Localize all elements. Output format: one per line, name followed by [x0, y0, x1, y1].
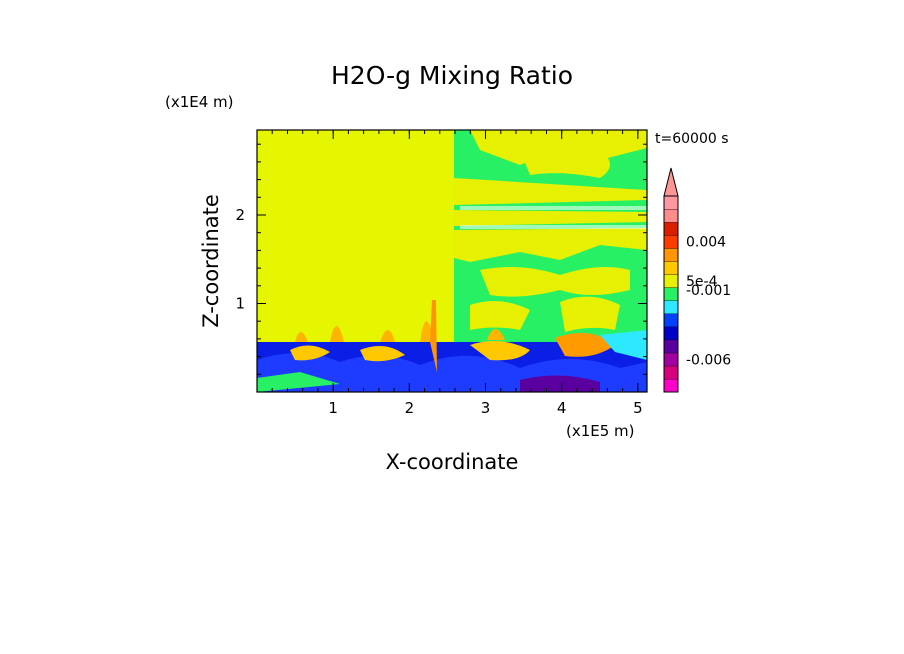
plot-frame — [256, 129, 648, 393]
colorbar-segment — [664, 261, 678, 275]
colorbar-segment — [664, 352, 678, 366]
x-axis-label: X-coordinate — [386, 450, 519, 474]
x-unit-label: (x1E5 m) — [566, 422, 635, 440]
colorbar: 0.004 5e-4-0.001 -0.006 — [663, 167, 731, 393]
colorbar-segment — [664, 365, 678, 379]
colorbar-segment — [664, 313, 678, 327]
colorbar-segment — [664, 196, 678, 210]
colorbar-extend-arrow — [663, 167, 679, 197]
colorbar-segment — [664, 274, 678, 288]
right-white-bands — [460, 206, 647, 229]
colorbar-segment — [664, 339, 678, 353]
y-unit-label: (x1E4 m) — [165, 93, 234, 111]
lower-layer-detail — [257, 330, 647, 392]
colorbar-segment — [664, 209, 678, 223]
colorbar-segment — [664, 222, 678, 236]
axis-ticks — [257, 130, 647, 392]
right-yellow-bands — [454, 130, 647, 332]
colorbar-segment — [664, 248, 678, 262]
x-tick-label: 5 — [633, 399, 643, 417]
x-tick-label: 3 — [481, 399, 491, 417]
colorbar-segment — [664, 326, 678, 340]
y-tick-label: 2 — [235, 206, 245, 224]
colorbar-segment — [664, 287, 678, 301]
x-tick-label: 2 — [405, 399, 415, 417]
x-tick-label: 1 — [328, 399, 338, 417]
colorbar-segment — [664, 235, 678, 249]
colorbar-label: -0.006 — [686, 352, 731, 368]
colorbar-segment — [664, 378, 678, 392]
y-axis-label: Z-coordinate — [199, 194, 223, 328]
y-tick-label: 1 — [235, 294, 245, 312]
colorbar-segment — [664, 300, 678, 314]
tick-labels: 1 2 3 4 5 1 2 — [235, 206, 642, 417]
x-tick-label: 4 — [557, 399, 567, 417]
colorbar-label: 5e-4 — [686, 274, 718, 290]
heatmap-field — [257, 130, 647, 392]
chart-title: H2O-g Mixing Ratio — [331, 61, 573, 90]
left-dry-region — [257, 130, 454, 342]
convective-plumes — [295, 300, 505, 372]
colorbar-label: -0.001 — [686, 283, 731, 299]
colorbar-label: 0.004 — [686, 235, 726, 251]
time-label: t=60000 s — [655, 131, 729, 147]
